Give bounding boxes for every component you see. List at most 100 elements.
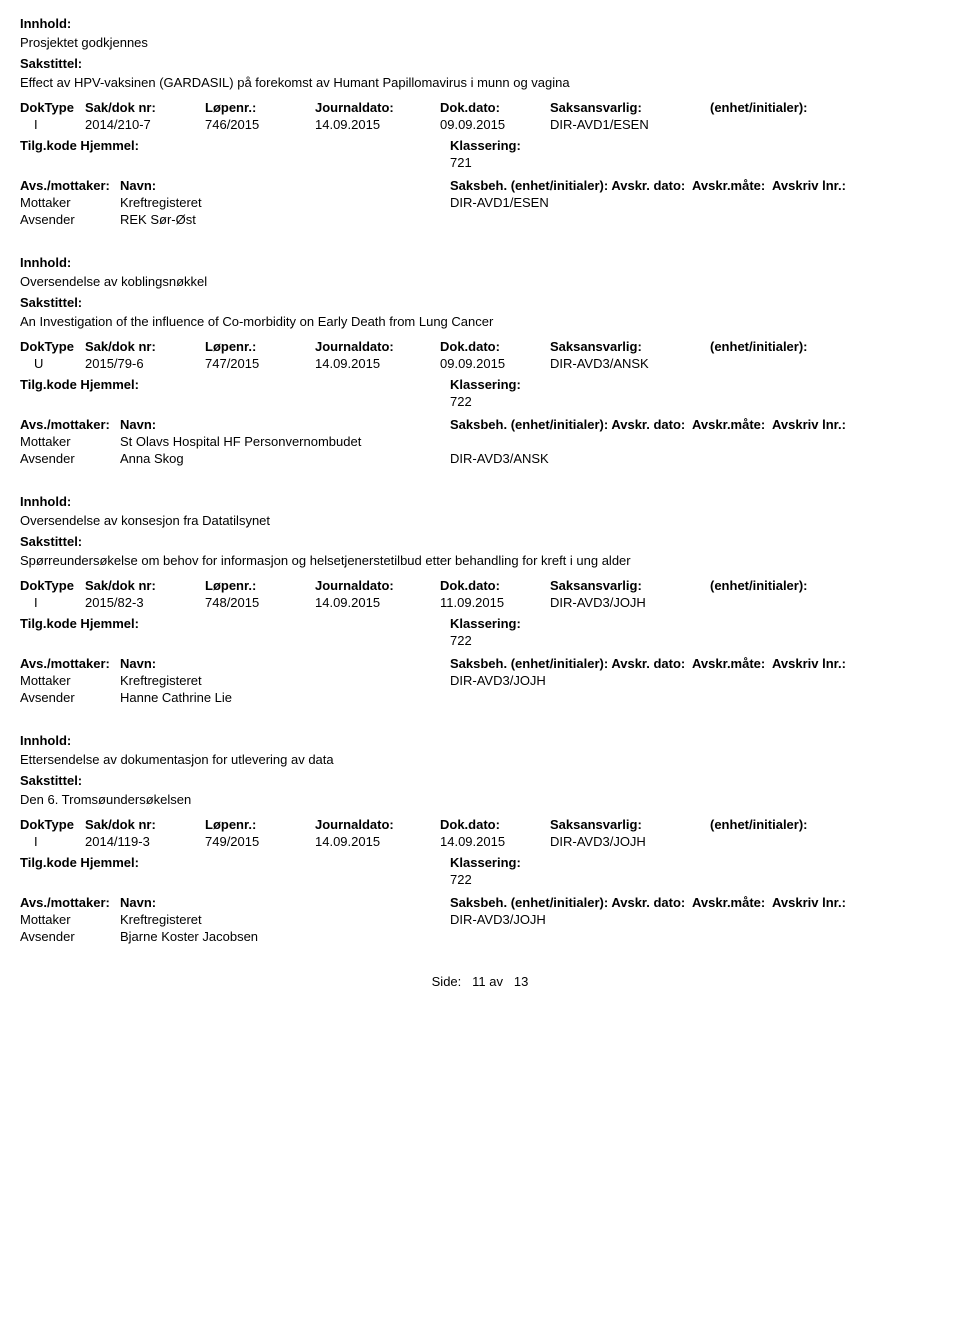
header-row: DokType Sak/dok nr: Løpenr.: Journaldato… xyxy=(20,578,940,593)
hdr-enhet: (enhet/initialer): xyxy=(710,339,940,354)
val-doktype: I xyxy=(20,117,85,132)
party-row: Avsender Bjarne Koster Jacobsen xyxy=(20,929,940,944)
val-journaldato: 14.09.2015 xyxy=(315,117,440,132)
val-saksansvarlig: DIR-AVD3/ANSK xyxy=(550,356,710,371)
klassering-value: 721 xyxy=(450,155,940,170)
val-lopenr: 746/2015 xyxy=(205,117,315,132)
hdr-doktype: DokType xyxy=(20,817,85,832)
hdr-lopenr: Løpenr.: xyxy=(205,578,315,593)
val-doktype: I xyxy=(20,595,85,610)
saksbeh-label: Saksbeh. (enhet/initialer): Avskr. dato:… xyxy=(450,178,940,193)
val-journaldato: 14.09.2015 xyxy=(315,834,440,849)
party-name: Kreftregisteret xyxy=(120,673,450,688)
party-header-row: Avs./mottaker: Navn: Saksbeh. (enhet/ini… xyxy=(20,178,940,193)
val-doktype: I xyxy=(20,834,85,849)
saksbeh-label: Saksbeh. (enhet/initialer): Avskr. dato:… xyxy=(450,417,940,432)
case-title: Effect av HPV-vaksinen (GARDASIL) på for… xyxy=(20,75,940,90)
party-name: St Olavs Hospital HF Personvernombudet xyxy=(120,434,450,449)
klassering-value: 722 xyxy=(450,394,940,409)
party-name: Hanne Cathrine Lie xyxy=(120,690,450,705)
page-number: 11 xyxy=(472,974,486,989)
klassering-value: 722 xyxy=(450,872,940,887)
party-name: Kreftregisteret xyxy=(120,195,450,210)
party-name: Kreftregisteret xyxy=(120,912,450,927)
party-row: Mottaker Kreftregisteret DIR-AVD3/JOJH xyxy=(20,912,940,927)
klassering-value: 722 xyxy=(450,633,940,648)
navn-label: Navn: xyxy=(120,178,450,193)
party-role: Mottaker xyxy=(20,195,120,210)
party-row: Avsender REK Sør-Øst xyxy=(20,212,940,227)
val-dokdato: 14.09.2015 xyxy=(440,834,550,849)
tilg-row: Tilg.kode Hjemmel: Klassering: xyxy=(20,377,940,392)
hdr-saksansvarlig: Saksansvarlig: xyxy=(550,578,710,593)
hdr-dokdato: Dok.dato: xyxy=(440,339,550,354)
tilg-row: Tilg.kode Hjemmel: Klassering: xyxy=(20,616,940,631)
tilgkode-hjemmel-label: Tilg.kode Hjemmel: xyxy=(20,377,450,392)
side-label: Side: xyxy=(432,974,462,989)
party-code xyxy=(450,690,940,705)
avsmottaker-label: Avs./mottaker: xyxy=(20,417,120,432)
innhold-label: Innhold: xyxy=(20,255,940,270)
val-lopenr: 749/2015 xyxy=(205,834,315,849)
hdr-doktype: DokType xyxy=(20,100,85,115)
hdr-sakdok: Sak/dok nr: xyxy=(85,339,205,354)
content-text: Oversendelse av konsesjon fra Datatilsyn… xyxy=(20,513,940,528)
val-lopenr: 748/2015 xyxy=(205,595,315,610)
val-dokdato: 09.09.2015 xyxy=(440,117,550,132)
val-journaldato: 14.09.2015 xyxy=(315,356,440,371)
party-code xyxy=(450,212,940,227)
val-enhet xyxy=(710,356,940,371)
val-lopenr: 747/2015 xyxy=(205,356,315,371)
hdr-journaldato: Journaldato: xyxy=(315,100,440,115)
navn-label: Navn: xyxy=(120,895,450,910)
val-doktype: U xyxy=(20,356,85,371)
saksbeh-label: Saksbeh. (enhet/initialer): Avskr. dato:… xyxy=(450,656,940,671)
hdr-lopenr: Løpenr.: xyxy=(205,100,315,115)
party-code xyxy=(450,929,940,944)
navn-label: Navn: xyxy=(120,417,450,432)
party-row: Mottaker Kreftregisteret DIR-AVD3/JOJH xyxy=(20,673,940,688)
val-sakdok: 2015/82-3 xyxy=(85,595,205,610)
party-row: Mottaker Kreftregisteret DIR-AVD1/ESEN xyxy=(20,195,940,210)
content-text: Oversendelse av koblingsnøkkel xyxy=(20,274,940,289)
sakstittel-label: Sakstittel: xyxy=(20,534,940,549)
hdr-lopenr: Løpenr.: xyxy=(205,339,315,354)
val-enhet xyxy=(710,595,940,610)
av-label: av xyxy=(489,974,503,989)
val-enhet xyxy=(710,834,940,849)
header-row: DokType Sak/dok nr: Løpenr.: Journaldato… xyxy=(20,339,940,354)
party-code: DIR-AVD3/JOJH xyxy=(450,673,940,688)
avsmottaker-label: Avs./mottaker: xyxy=(20,895,120,910)
party-role: Mottaker xyxy=(20,912,120,927)
data-row: I 2014/210-7 746/2015 14.09.2015 09.09.2… xyxy=(20,117,940,132)
header-row: DokType Sak/dok nr: Løpenr.: Journaldato… xyxy=(20,817,940,832)
party-code: DIR-AVD3/JOJH xyxy=(450,912,940,927)
journal-entry: Innhold: Oversendelse av koblingsnøkkel … xyxy=(20,255,940,466)
hdr-dokdato: Dok.dato: xyxy=(440,100,550,115)
val-dokdato: 09.09.2015 xyxy=(440,356,550,371)
klassering-label: Klassering: xyxy=(450,138,521,153)
data-row: I 2015/82-3 748/2015 14.09.2015 11.09.20… xyxy=(20,595,940,610)
val-sakdok: 2015/79-6 xyxy=(85,356,205,371)
journal-entry: Innhold: Ettersendelse av dokumentasjon … xyxy=(20,733,940,944)
content-text: Ettersendelse av dokumentasjon for utlev… xyxy=(20,752,940,767)
val-saksansvarlig: DIR-AVD3/JOJH xyxy=(550,834,710,849)
journal-entry: Innhold: Prosjektet godkjennes Sakstitte… xyxy=(20,16,940,227)
party-name: REK Sør-Øst xyxy=(120,212,450,227)
val-enhet xyxy=(710,117,940,132)
hdr-enhet: (enhet/initialer): xyxy=(710,100,940,115)
hdr-dokdato: Dok.dato: xyxy=(440,817,550,832)
party-row: Avsender Hanne Cathrine Lie xyxy=(20,690,940,705)
innhold-label: Innhold: xyxy=(20,16,940,31)
content-text: Prosjektet godkjennes xyxy=(20,35,940,50)
innhold-label: Innhold: xyxy=(20,733,940,748)
klassering-label: Klassering: xyxy=(450,855,521,870)
sakstittel-label: Sakstittel: xyxy=(20,56,940,71)
case-title: Den 6. Tromsøundersøkelsen xyxy=(20,792,940,807)
tilgkode-hjemmel-label: Tilg.kode Hjemmel: xyxy=(20,855,450,870)
party-role: Avsender xyxy=(20,690,120,705)
saksbeh-label: Saksbeh. (enhet/initialer): Avskr. dato:… xyxy=(450,895,940,910)
hdr-journaldato: Journaldato: xyxy=(315,578,440,593)
page-footer: Side: 11 av 13 xyxy=(20,974,940,989)
entries-container: Innhold: Prosjektet godkjennes Sakstitte… xyxy=(20,16,940,944)
